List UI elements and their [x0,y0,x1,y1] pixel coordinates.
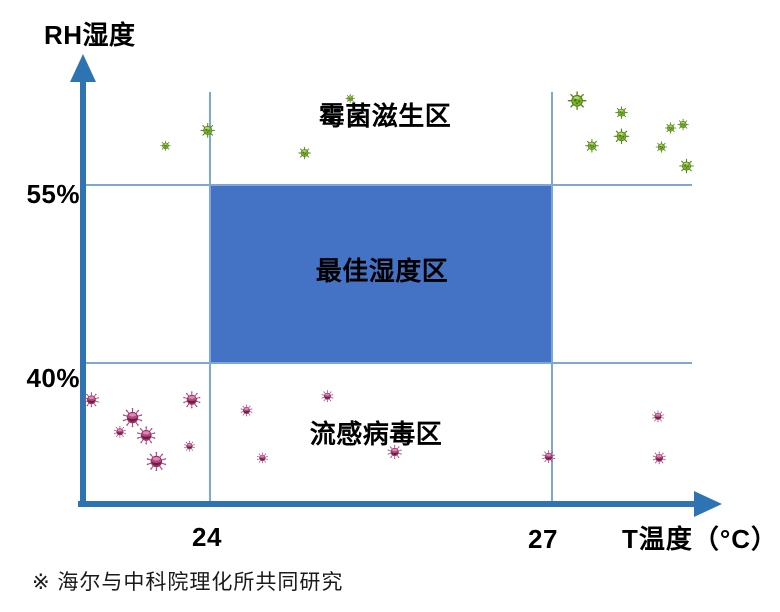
mold-icon [298,146,311,160]
mold-icon [655,141,668,153]
virus-icon [240,404,253,417]
mold-icon [613,128,630,145]
region-label-optimal-zone: 最佳湿度区 [315,256,449,286]
y-axis-arrowhead [70,54,96,82]
virus-icon [122,407,143,428]
virus-icon [541,449,556,464]
y-axis-title: RH湿度 [44,20,136,50]
virus-icon [651,410,665,423]
virus-icon [113,425,127,439]
x-tick-27: 27 [528,524,558,554]
mold-icon [585,139,599,153]
x-axis-title: T温度（°C） [622,524,779,554]
mold-icon [677,118,689,131]
region-layer [210,185,552,363]
y-tick-55: 55% [26,179,80,209]
virus-icon [183,440,196,452]
virus-icon [652,451,666,465]
mold-icon [664,122,677,134]
footnote: ※ 海尔与中科院理化所共同研究 [32,571,344,594]
mold-icon [200,123,215,138]
x-tick-24: 24 [192,522,222,552]
y-tick-40: 40% [26,363,80,393]
mold-icon [567,91,587,111]
x-axis-arrowhead [694,491,722,517]
optimal-humidity-rect [210,185,552,363]
virus-icon [136,425,156,445]
virus-icon [256,452,269,464]
region-label-mold-zone: 霉菌滋生区 [318,101,452,131]
region-label-virus-zone: 流感病毒区 [309,419,443,449]
virus-icon [321,389,334,403]
mold-icon [615,106,628,119]
virus-icon [83,391,100,408]
virus-icon [146,451,167,472]
mold-icon [160,140,171,152]
grid-layer [84,92,692,504]
mold-icon [679,158,694,174]
virus-icon [182,390,201,409]
axis-layer [70,54,722,517]
